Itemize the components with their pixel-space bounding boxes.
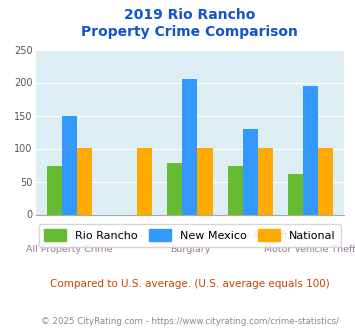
Text: Larceny & Theft: Larceny & Theft [212,231,288,240]
Bar [62,115,77,214]
Bar [318,148,333,214]
Text: 2019 Rio Rancho: 2019 Rio Rancho [124,8,256,22]
Text: © 2025 CityRating.com - https://www.cityrating.com/crime-statistics/: © 2025 CityRating.com - https://www.city… [41,317,339,326]
Bar [182,79,197,214]
Bar [303,86,318,214]
Text: Motor Vehicle Theft: Motor Vehicle Theft [264,245,355,254]
Bar [47,166,62,214]
Bar [77,148,92,214]
Legend: Rio Rancho, New Mexico, National: Rio Rancho, New Mexico, National [39,224,341,247]
Bar [197,148,213,214]
Text: Compared to U.S. average. (U.S. average equals 100): Compared to U.S. average. (U.S. average … [50,279,330,289]
Bar [243,129,258,214]
Text: Property Crime Comparison: Property Crime Comparison [82,25,298,39]
Text: Burglary: Burglary [170,245,210,254]
Text: All Property Crime: All Property Crime [26,245,113,254]
Text: Arson: Arson [116,231,143,240]
Bar [288,174,303,214]
Bar [228,166,243,214]
Bar [137,148,152,214]
Bar [258,148,273,214]
Bar [167,163,182,215]
